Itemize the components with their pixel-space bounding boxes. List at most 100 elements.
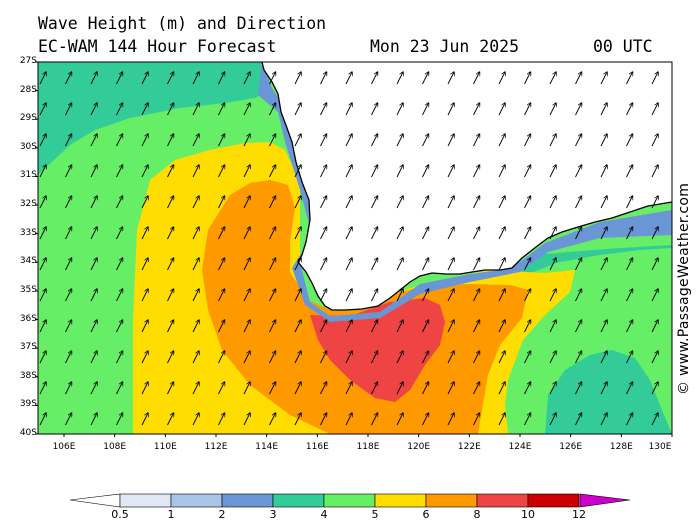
wave-arrow [269,413,276,426]
wave-arrow [626,227,633,240]
wave-arrow [626,165,633,178]
wave-arrow [549,165,556,178]
wave-arrow [447,196,454,209]
wave-arrow [549,382,556,395]
wave-arrow [141,351,148,364]
wave-arrow [65,351,72,364]
wave-arrow [575,258,582,271]
wave-arrow [549,258,556,271]
wave-arrow [218,72,225,85]
wave-arrow [600,382,607,395]
wave-arrow [90,165,97,178]
wave-arrow [396,196,403,209]
wave-arrow [294,227,301,240]
wave-arrow [447,413,454,426]
wave-arrow [498,103,505,116]
wave-arrow [626,382,633,395]
wave-arrow [39,72,46,85]
wave-arrow [447,351,454,364]
wave-arrow [345,351,352,364]
wave-arrow [371,320,378,333]
wave-arrow [549,72,556,85]
wave-arrow [422,258,429,271]
wave-arrow [320,227,327,240]
wave-arrow [90,351,97,364]
colorbar-high-arrow [579,493,631,508]
colorbar-segment [527,493,580,508]
wave-arrow [396,320,403,333]
wave-arrow [345,165,352,178]
wave-arrow [473,196,480,209]
lat-label: 38S [19,370,37,381]
wave-arrow [524,196,531,209]
wave-arrow [39,196,46,209]
wave-arrow [243,196,250,209]
wave-arrow [294,196,301,209]
coastline [261,62,672,311]
wave-arrow [320,196,327,209]
wave-arrow [524,289,531,302]
wave-arrow [422,413,429,426]
wave-arrow [320,413,327,426]
lat-label: 28S [19,84,37,95]
wave-arrow [243,165,250,178]
lon-label: 116E [305,442,329,452]
lon-label: 108E [103,442,127,452]
wave-arrow [294,258,301,271]
wave-arrow [549,134,556,147]
lat-label: 35S [19,284,37,295]
wave-arrow [243,258,250,271]
colorbar-tick-label: 2 [218,508,226,521]
lon-label: 128E [609,442,633,452]
colorbar-tick-label: 10 [521,508,535,521]
wave-arrow [116,227,123,240]
wave-arrow [90,258,97,271]
wave-arrow [345,289,352,302]
lat-label: 32S [19,199,37,210]
wave-arrow [651,103,658,116]
wave-arrow [651,227,658,240]
wave-arrow [90,413,97,426]
wave-arrow [600,320,607,333]
wave-arrow [575,72,582,85]
wave-arrow [294,103,301,116]
wave-arrow [243,289,250,302]
wave-arrow [651,413,658,426]
lon-label: 118E [356,442,380,452]
wave-arrow [243,382,250,395]
wave-arrow [192,72,199,85]
wave-arrow [371,227,378,240]
wave-arrow [90,72,97,85]
wave-arrow [167,351,174,364]
wave-arrow [39,103,46,116]
wave-arrow [116,103,123,116]
wave-arrow [396,258,403,271]
wave-arrow [626,351,633,364]
wave-arrow [345,258,352,271]
wave-arrow [498,196,505,209]
wave-arrow [116,134,123,147]
wave-arrow [294,165,301,178]
wave-arrow [141,196,148,209]
wave-arrow [243,351,250,364]
colorbar [69,493,631,508]
wave-arrow [651,382,658,395]
lon-label: 112E [204,442,228,452]
wave-arrow [192,103,199,116]
wave-arrow [473,413,480,426]
wave-arrow [167,258,174,271]
wave-arrow [192,351,199,364]
wave-arrow [320,258,327,271]
wave-arrow [90,320,97,333]
wave-arrow [600,227,607,240]
band-3-4-northwest [38,62,270,175]
lon-label: 122E [457,442,481,452]
wave-arrow [422,289,429,302]
colorbar-segment [374,493,427,508]
wave-arrow [396,72,403,85]
wave-arrow [116,382,123,395]
wave-arrow [39,289,46,302]
map-frame [37,61,673,435]
wave-arrow [65,134,72,147]
